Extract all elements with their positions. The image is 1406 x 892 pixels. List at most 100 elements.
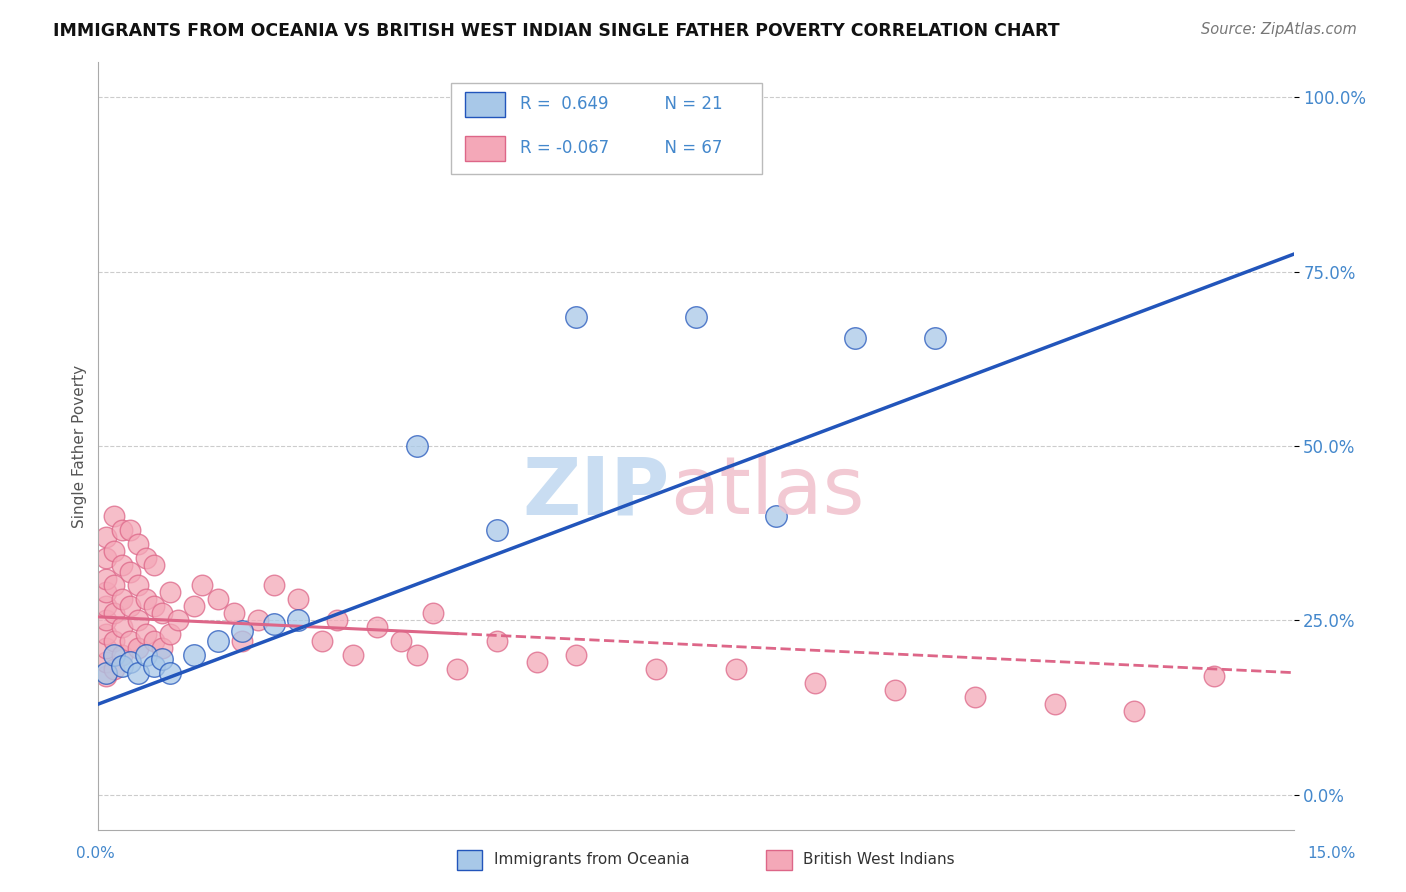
Point	[884, 683, 907, 698]
Point	[103, 508, 125, 523]
Text: 0.0%: 0.0%	[76, 847, 115, 861]
Point	[96, 655, 118, 669]
Text: British West Indians: British West Indians	[803, 853, 955, 867]
Point	[406, 648, 429, 663]
Point	[183, 599, 205, 614]
Point	[96, 550, 118, 565]
Point	[96, 627, 118, 641]
Point	[127, 665, 149, 680]
Point	[565, 648, 588, 663]
Point	[287, 613, 309, 627]
Text: R = -0.067: R = -0.067	[520, 139, 609, 157]
Point	[1202, 669, 1225, 683]
Point	[804, 676, 827, 690]
Point	[389, 634, 412, 648]
Point	[366, 620, 388, 634]
Point	[342, 648, 364, 663]
Point	[103, 634, 125, 648]
Point	[963, 690, 986, 704]
Point	[103, 543, 125, 558]
Point	[422, 607, 444, 621]
Point	[127, 536, 149, 550]
Point	[150, 607, 173, 621]
Point	[159, 585, 181, 599]
Point	[111, 523, 134, 537]
Point	[287, 592, 309, 607]
Text: Source: ZipAtlas.com: Source: ZipAtlas.com	[1201, 22, 1357, 37]
Point	[111, 620, 134, 634]
Point	[765, 508, 787, 523]
Point	[120, 634, 142, 648]
Point	[143, 634, 166, 648]
Point	[96, 585, 118, 599]
Text: atlas: atlas	[669, 453, 865, 531]
Point	[406, 439, 429, 453]
Point	[844, 331, 866, 345]
Point	[724, 662, 747, 676]
Point	[231, 624, 253, 638]
Point	[1123, 704, 1146, 718]
Point	[96, 669, 118, 683]
Point	[191, 578, 214, 592]
Text: R =  0.649: R = 0.649	[520, 95, 609, 113]
Point	[645, 662, 668, 676]
Point	[143, 558, 166, 572]
Point	[183, 648, 205, 663]
Point	[263, 578, 285, 592]
Point	[1043, 697, 1066, 711]
Point	[111, 558, 134, 572]
Point	[311, 634, 333, 648]
Point	[231, 634, 253, 648]
Point	[167, 613, 190, 627]
Point	[159, 665, 181, 680]
Point	[143, 599, 166, 614]
Point	[103, 607, 125, 621]
Text: 15.0%: 15.0%	[1308, 847, 1355, 861]
Point	[103, 662, 125, 676]
Point	[135, 592, 157, 607]
Point	[96, 572, 118, 586]
FancyBboxPatch shape	[451, 83, 762, 174]
Point	[485, 634, 508, 648]
Point	[159, 627, 181, 641]
Point	[111, 658, 134, 673]
Point	[135, 550, 157, 565]
Point	[103, 578, 125, 592]
Point	[120, 599, 142, 614]
FancyBboxPatch shape	[465, 92, 505, 117]
Point	[565, 310, 588, 324]
Point	[685, 310, 707, 324]
Point	[96, 599, 118, 614]
Point	[120, 523, 142, 537]
Text: ZIP: ZIP	[523, 453, 669, 531]
Point	[127, 641, 149, 656]
Point	[924, 331, 946, 345]
Point	[96, 641, 118, 656]
Point	[127, 613, 149, 627]
Text: Immigrants from Oceania: Immigrants from Oceania	[494, 853, 689, 867]
Point	[263, 616, 285, 631]
Text: N = 67: N = 67	[654, 139, 723, 157]
Point	[96, 613, 118, 627]
Point	[207, 592, 229, 607]
Point	[120, 565, 142, 579]
FancyBboxPatch shape	[465, 136, 505, 161]
Point	[127, 578, 149, 592]
Point	[222, 607, 245, 621]
Point	[485, 523, 508, 537]
Point	[103, 648, 125, 663]
Text: N = 21: N = 21	[654, 95, 723, 113]
Point	[326, 613, 349, 627]
Y-axis label: Single Father Poverty: Single Father Poverty	[72, 365, 87, 527]
Point	[150, 651, 173, 665]
Text: IMMIGRANTS FROM OCEANIA VS BRITISH WEST INDIAN SINGLE FATHER POVERTY CORRELATION: IMMIGRANTS FROM OCEANIA VS BRITISH WEST …	[53, 22, 1060, 40]
Point	[135, 627, 157, 641]
Point	[111, 648, 134, 663]
Point	[96, 530, 118, 544]
Point	[150, 641, 173, 656]
Point	[446, 662, 468, 676]
Point	[135, 648, 157, 663]
Point	[246, 613, 269, 627]
Point	[111, 592, 134, 607]
Point	[207, 634, 229, 648]
